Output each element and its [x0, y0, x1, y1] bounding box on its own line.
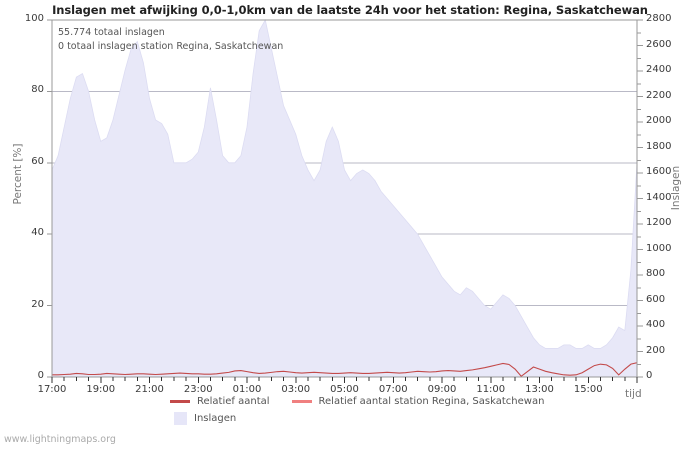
- y-tick-right-2200: 2200: [646, 89, 672, 101]
- legend-label-relatief-aantal: Relatief aantal: [197, 396, 270, 407]
- x-tick-0300: 03:00: [281, 384, 311, 395]
- page-title: Inslagen met afwijking 0,0-1,0km van de …: [52, 3, 648, 17]
- legend-area-swatch: [174, 412, 187, 425]
- legend-row-lines: Relatief aantal Relatief aantal station …: [170, 396, 566, 407]
- y-tick-right-2600: 2600: [646, 38, 672, 50]
- legend-line-swatch-secondary: [291, 400, 312, 403]
- y-tick-left-60: 60: [31, 155, 44, 167]
- x-tick-1500: 15:00: [573, 384, 603, 395]
- y-tick-right-2400: 2400: [646, 64, 672, 75]
- x-axis-label: tijd: [625, 388, 642, 400]
- y-tick-right-200: 200: [646, 344, 666, 356]
- x-tick-2100: 21:00: [135, 384, 164, 395]
- annotation-station-strokes: 0 totaal inslagen station Regina, Saskat…: [58, 41, 284, 52]
- y-tick-right-600: 600: [646, 293, 666, 305]
- x-tick-0500: 05:00: [330, 384, 359, 395]
- y-tick-right-1200: 1200: [646, 217, 672, 228]
- y-tick-left-20: 20: [31, 298, 44, 310]
- y-tick-right-1000: 1000: [646, 242, 672, 254]
- y-tick-right-0: 0: [646, 370, 653, 381]
- y-tick-left-40: 40: [31, 227, 44, 239]
- legend-item-relatief-aantal-station[interactable]: Relatief aantal station Regina, Saskatch…: [291, 396, 545, 407]
- x-tick-0700: 07:00: [378, 384, 408, 395]
- y-tick-right-2000: 2000: [646, 115, 672, 126]
- x-tick-2300: 23:00: [183, 384, 213, 395]
- y-tick-right-2800: 2800: [646, 13, 672, 24]
- y-tick-right-1400: 1400: [646, 191, 672, 203]
- y-tick-right-1800: 1800: [646, 140, 672, 152]
- y-axis-label-left: Percent [%]: [12, 143, 24, 205]
- y-tick-right-400: 400: [646, 319, 666, 330]
- x-tick-1300: 13:00: [525, 384, 554, 395]
- x-tick-1700: 17:00: [37, 384, 67, 395]
- y-tick-left-0: 0: [37, 370, 44, 381]
- x-tick-1100: 11:00: [476, 384, 506, 395]
- x-tick-0900: 09:00: [427, 384, 457, 395]
- annotation-total-strokes: 55.774 totaal inslagen: [58, 27, 165, 38]
- x-tick-1900: 19:00: [86, 384, 116, 395]
- legend-line-swatch-primary: [170, 400, 190, 403]
- y-tick-right-800: 800: [646, 268, 666, 279]
- legend-item-relatief-aantal[interactable]: Relatief aantal: [170, 396, 270, 407]
- y-tick-right-1600: 1600: [646, 166, 672, 177]
- y-tick-left-80: 80: [31, 84, 44, 96]
- legend-row-area: Inslagen: [170, 412, 258, 425]
- watermark-text: www.lightningmaps.org: [4, 434, 116, 445]
- legend-label-relatief-aantal-station: Relatief aantal station Regina, Saskatch…: [318, 396, 545, 407]
- x-tick-0100: 01:00: [232, 384, 262, 395]
- legend-item-inslagen[interactable]: Inslagen: [170, 412, 236, 425]
- y-tick-left-100: 100: [24, 13, 44, 24]
- legend-label-inslagen: Inslagen: [194, 413, 237, 424]
- y-axis-label-right: Inslagen: [670, 165, 682, 211]
